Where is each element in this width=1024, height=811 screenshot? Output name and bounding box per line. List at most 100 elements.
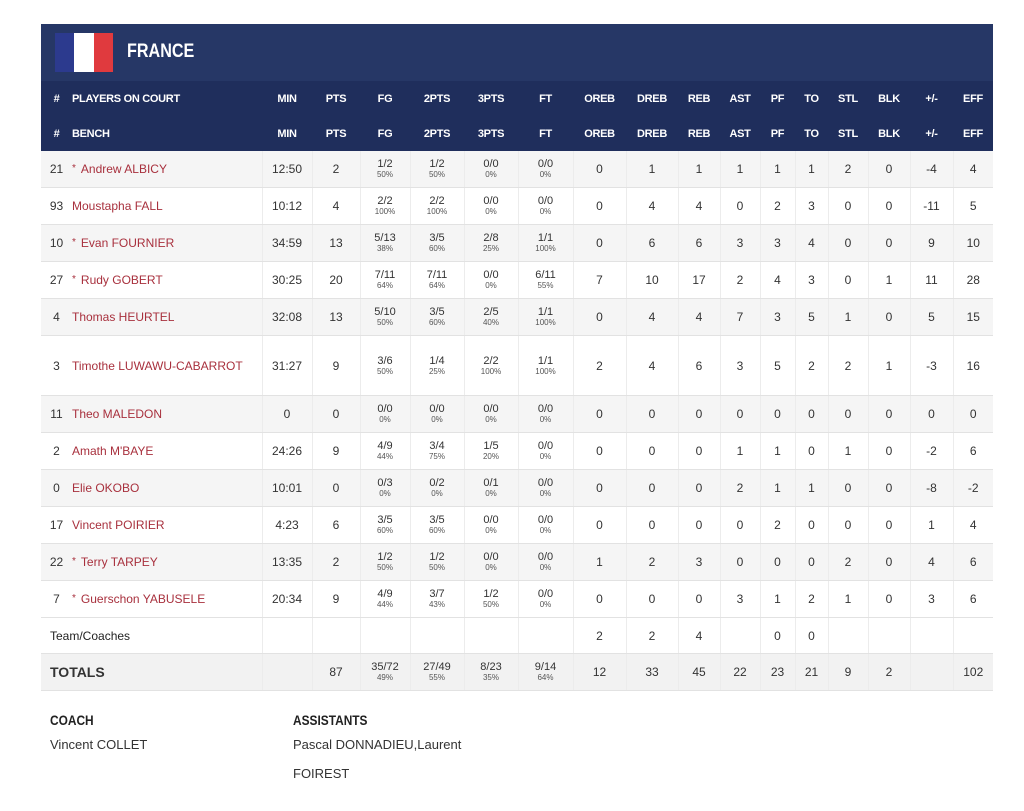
percentage: 25% xyxy=(428,366,445,376)
stat-cell: 1 xyxy=(759,151,795,188)
stat-cell: 1/2 50% xyxy=(409,151,464,188)
player-name[interactable]: Vincent POIRIER xyxy=(72,518,165,532)
stat-cell: 3 xyxy=(719,224,760,262)
starter-mark: * xyxy=(72,556,76,567)
player-name[interactable]: Evan FOURNIER xyxy=(80,236,175,250)
stat-cell: 9 xyxy=(311,580,360,618)
player-name[interactable]: Andrew ALBICY xyxy=(80,162,167,176)
stat-cell: 1/2 50% xyxy=(359,543,410,581)
stat-cell: 0 xyxy=(909,395,953,433)
stat-cell: 0/3 0% xyxy=(359,469,410,507)
percentage: 44% xyxy=(376,452,393,461)
stat-cell: 9 xyxy=(311,432,360,470)
stat-cell: 1/1 100% xyxy=(517,335,573,396)
stat-cell: 0 xyxy=(311,469,360,507)
player-name[interactable]: Moustapha FALL xyxy=(72,199,163,213)
stat-cell: 1 xyxy=(719,151,760,188)
stat-cell xyxy=(261,653,312,691)
player-cell: Vincent POIRIER xyxy=(72,506,262,544)
stat-cell: 0/2 0% xyxy=(409,469,464,507)
stat-cell: 4 xyxy=(677,298,720,336)
stat-cell: 0/0 0% xyxy=(517,187,573,225)
stat-cell: 4 xyxy=(794,224,828,262)
stat-cell: 3/5 60% xyxy=(409,298,464,336)
stat-cell: 28 xyxy=(952,261,993,299)
player-name[interactable]: Terry TARPEY xyxy=(80,555,158,569)
stat-cell: 0 xyxy=(827,506,868,544)
stat-cell: 3 xyxy=(719,580,760,618)
stat-cell: 10 xyxy=(952,224,993,262)
stat-cell: 1 xyxy=(677,151,720,188)
stat-cell: 0/0 0% xyxy=(517,543,573,581)
percentage: 64% xyxy=(428,281,445,290)
stat-cell: 0/0 0% xyxy=(517,395,573,433)
percentage: 0% xyxy=(539,452,552,461)
stat-cell: 0/0 0% xyxy=(517,469,573,507)
player-row: 7 * Guerschon YABUSELE 20:34 9 4/9 44% 3/7 43% 1/… xyxy=(41,580,993,618)
stat-cell: 0 xyxy=(827,187,868,225)
player-cell: Timothe LUWAWU-CABARROT xyxy=(72,335,262,396)
stat-cell: 6 xyxy=(952,580,993,618)
starter-mark: * xyxy=(72,274,76,285)
player-name[interactable]: Amath M'BAYE xyxy=(72,444,154,458)
stat-cell: 0 xyxy=(867,224,910,262)
stat-cell: 2 xyxy=(625,543,678,581)
column-header: 3PTS xyxy=(464,81,518,116)
column-header: PTS xyxy=(312,116,360,151)
stat-cell: 32:08 xyxy=(261,298,312,336)
player-name[interactable]: Timothe LUWAWU-CABARROT xyxy=(72,358,243,373)
player-cell: Elie OKOBO xyxy=(72,469,262,507)
row-label: Team/Coaches xyxy=(41,617,262,654)
made-attempted: 1/4 xyxy=(429,354,445,367)
jersey-number: 2 xyxy=(41,432,72,470)
made-attempted: 7/11 xyxy=(426,269,448,281)
stat-cell: 1 xyxy=(867,261,910,299)
stat-cell: 3 xyxy=(794,187,828,225)
stat-cell: 0 xyxy=(625,432,678,470)
column-header: +/- xyxy=(910,81,953,116)
player-cell: Amath M'BAYE xyxy=(72,432,262,470)
stat-cell: 5/13 38% xyxy=(359,224,410,262)
stat-cell: 2 xyxy=(572,617,626,654)
made-attempted: 1/2 xyxy=(483,588,499,600)
stat-cell: 2 xyxy=(759,187,795,225)
column-header: STL xyxy=(828,116,868,151)
made-attempted: 1/2 xyxy=(429,551,445,563)
player-name[interactable]: Thomas HEURTEL xyxy=(72,310,175,324)
stat-cell: 0/1 0% xyxy=(463,469,518,507)
player-name[interactable]: Rudy GOBERT xyxy=(80,273,163,287)
stat-cell: 3 xyxy=(719,335,760,396)
percentage: 0% xyxy=(485,170,497,179)
stat-cell: 0 xyxy=(572,395,626,433)
stat-cell: 13 xyxy=(311,298,360,336)
stat-cell: 4 xyxy=(625,298,678,336)
stat-cell: 0 xyxy=(867,469,910,507)
made-attempted: 0/1 xyxy=(483,477,499,489)
made-attempted: 1/1 xyxy=(537,354,554,367)
column-header: # xyxy=(41,116,72,151)
stat-cell: -2 xyxy=(952,469,993,507)
player-name[interactable]: Elie OKOBO xyxy=(72,481,140,495)
stat-cell: 24:26 xyxy=(261,432,312,470)
jersey-number: 0 xyxy=(41,469,72,507)
assistants-section: ASSISTANTS Pascal DONNADIEU,Laurent FOIR… xyxy=(293,712,478,788)
stat-cell: 2/2 100% xyxy=(463,335,518,396)
jersey-number: 21 xyxy=(41,151,72,188)
percentage: 0% xyxy=(431,489,443,498)
percentage: 20% xyxy=(482,452,499,461)
player-cell: * Rudy GOBERT xyxy=(72,261,262,299)
stat-cell: 1 xyxy=(794,151,828,188)
percentage: 100% xyxy=(535,318,556,327)
percentage: 0% xyxy=(539,600,552,609)
stat-cell: 3/4 75% xyxy=(409,432,464,470)
stat-cell: 3/5 60% xyxy=(409,506,464,544)
stat-cell: 0 xyxy=(867,543,910,581)
stat-cell: 2/2 100% xyxy=(359,187,410,225)
stat-cell: 31:27 xyxy=(261,335,312,396)
stat-cell: 1/4 25% xyxy=(409,335,464,396)
stat-cell: 2 xyxy=(794,580,828,618)
stat-cell: 0 xyxy=(759,617,795,654)
stat-cell: 0/0 0% xyxy=(463,543,518,581)
player-name[interactable]: Guerschon YABUSELE xyxy=(80,592,206,606)
player-name[interactable]: Theo MALEDON xyxy=(72,407,163,421)
